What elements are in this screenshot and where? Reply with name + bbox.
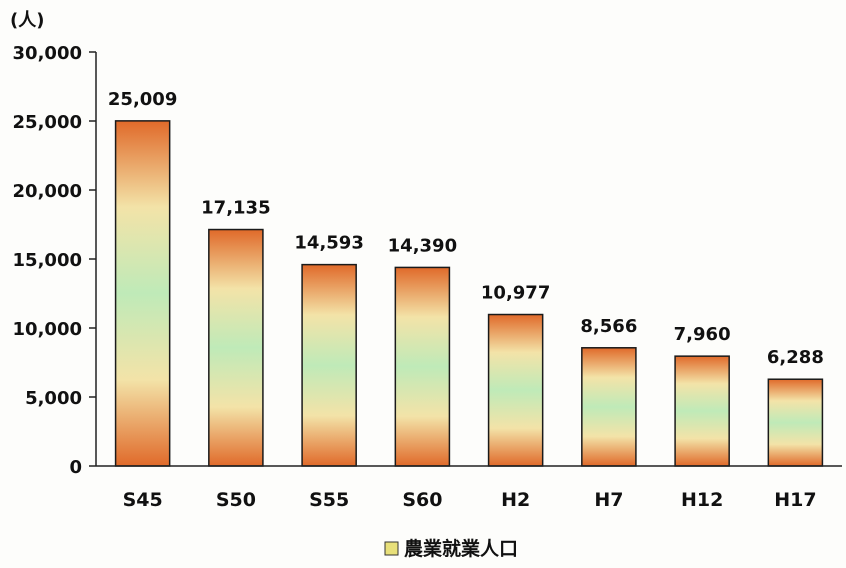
bar-h17: [767, 378, 824, 467]
data-label-h2: 10,977: [481, 283, 550, 304]
bars: [114, 120, 824, 467]
data-label-s60: 14,390: [388, 235, 457, 256]
legend: 農業就業人口: [384, 537, 518, 560]
y-tick-label: 15,000: [13, 250, 82, 271]
bar-s55: [301, 263, 357, 467]
bar-h7: [581, 347, 637, 467]
bar-s60: [394, 266, 451, 467]
legend-label: 農業就業人口: [404, 537, 518, 560]
y-axis-unit: (人): [10, 10, 44, 31]
bar-h2: [487, 313, 544, 467]
x-tick-label-s50: S50: [216, 489, 256, 511]
data-label-h17: 6,288: [767, 347, 824, 368]
x-tick-label-h2: H2: [501, 489, 530, 511]
data-label-s45: 25,009: [108, 89, 177, 110]
y-axis: 0 5,000 10,000 15,000 20,000 25,000 30,000: [13, 43, 97, 478]
x-tick-label-s45: S45: [123, 489, 163, 511]
y-tick-label: 20,000: [13, 181, 82, 202]
data-labels: 25,009 17,135 14,593 14,390 10,977 8,566 7,960…: [108, 89, 824, 368]
bar-h12: [674, 355, 730, 467]
legend-swatch: [384, 541, 399, 556]
y-tick-label: 25,000: [13, 112, 82, 133]
x-tick-label-h12: H12: [681, 489, 723, 511]
x-tick-label-s55: S55: [309, 489, 349, 511]
x-axis: S45 S50 S55 S60 H2 H7 H12 H17: [96, 465, 842, 511]
bar-s50: [208, 228, 264, 467]
data-label-s50: 17,135: [201, 198, 270, 219]
x-tick-label-h7: H7: [594, 489, 623, 511]
y-tick-label: 0: [69, 457, 82, 478]
data-label-h7: 8,566: [580, 316, 637, 337]
y-tick-label: 5,000: [25, 388, 82, 409]
x-tick-label-s60: S60: [402, 489, 442, 511]
y-tick-label: 30,000: [13, 43, 82, 64]
y-tick-label: 10,000: [13, 319, 82, 340]
x-tick-label-h17: H17: [774, 489, 816, 511]
data-label-s55: 14,593: [294, 233, 363, 254]
bar-s45: [114, 120, 171, 467]
data-label-h12: 7,960: [674, 324, 731, 345]
